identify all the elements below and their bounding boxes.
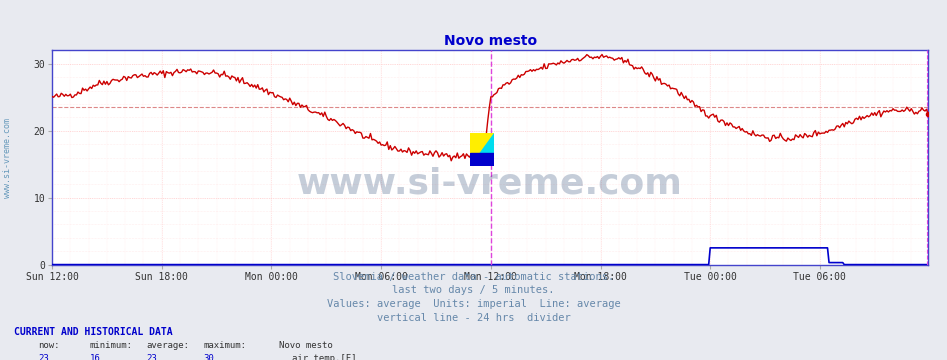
Text: minimum:: minimum: (90, 341, 133, 350)
Text: vertical line - 24 hrs  divider: vertical line - 24 hrs divider (377, 313, 570, 323)
Text: 16: 16 (90, 354, 100, 360)
Bar (470, 153, 494, 166)
Text: 30: 30 (204, 354, 214, 360)
Text: average:: average: (147, 341, 189, 350)
Text: maximum:: maximum: (204, 341, 246, 350)
Text: www.si-vreme.com: www.si-vreme.com (3, 117, 12, 198)
Text: now:: now: (38, 341, 60, 350)
Text: last two days / 5 minutes.: last two days / 5 minutes. (392, 285, 555, 296)
Text: Novo mesto: Novo mesto (279, 341, 333, 350)
Polygon shape (470, 133, 494, 166)
Text: www.si-vreme.com: www.si-vreme.com (297, 166, 683, 200)
Text: 23: 23 (38, 354, 48, 360)
Text: Values: average  Units: imperial  Line: average: Values: average Units: imperial Line: av… (327, 299, 620, 309)
Text: air temp.[F]: air temp.[F] (292, 354, 356, 360)
Text: CURRENT AND HISTORICAL DATA: CURRENT AND HISTORICAL DATA (14, 327, 173, 337)
Title: Novo mesto: Novo mesto (443, 34, 537, 48)
Text: Slovenia / weather data - automatic stations.: Slovenia / weather data - automatic stat… (333, 272, 614, 282)
Polygon shape (470, 133, 494, 166)
Text: 23: 23 (147, 354, 157, 360)
